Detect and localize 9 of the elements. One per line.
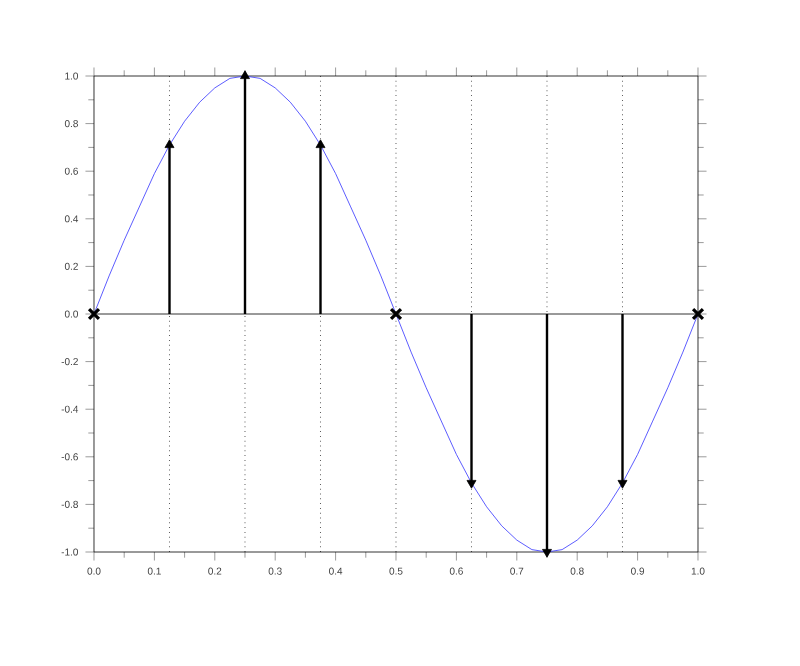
point (240, 70, 250, 80)
point (389, 307, 403, 321)
point (315, 139, 326, 149)
point (87, 307, 101, 321)
point (542, 549, 552, 558)
point (691, 307, 705, 321)
point (466, 479, 477, 489)
point (617, 479, 628, 489)
point (164, 139, 175, 149)
